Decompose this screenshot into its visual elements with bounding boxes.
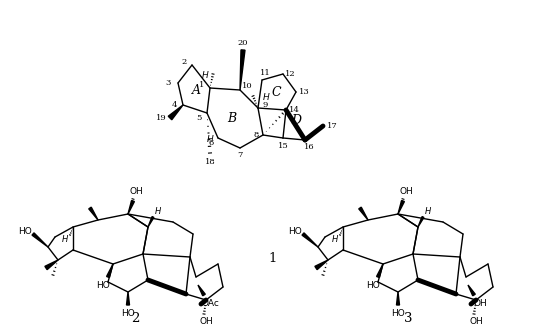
Polygon shape (240, 50, 245, 90)
Polygon shape (106, 264, 113, 278)
Text: OH: OH (199, 318, 213, 324)
Polygon shape (359, 207, 368, 220)
Text: 8: 8 (253, 131, 259, 139)
Polygon shape (45, 260, 58, 270)
Text: 2: 2 (181, 58, 187, 66)
Text: B: B (228, 111, 236, 124)
Text: HO: HO (288, 227, 302, 237)
Text: 3: 3 (403, 311, 412, 324)
Polygon shape (377, 264, 383, 278)
Polygon shape (396, 292, 400, 305)
Polygon shape (468, 285, 475, 296)
Text: OH: OH (473, 298, 487, 307)
Polygon shape (418, 216, 424, 227)
Text: 18: 18 (205, 158, 215, 166)
Text: 10: 10 (242, 82, 252, 90)
Text: H: H (206, 135, 213, 145)
Text: HO: HO (96, 281, 110, 290)
Text: HO: HO (18, 227, 32, 237)
Polygon shape (302, 233, 318, 247)
Text: D: D (291, 113, 301, 126)
Text: 9: 9 (262, 101, 268, 109)
Text: H: H (425, 207, 431, 216)
Text: H: H (155, 207, 161, 216)
Polygon shape (198, 285, 205, 296)
Polygon shape (315, 260, 328, 270)
Text: 14: 14 (289, 106, 299, 114)
Polygon shape (398, 201, 405, 214)
Text: 16: 16 (304, 143, 314, 151)
Text: 7: 7 (238, 151, 242, 159)
Polygon shape (127, 292, 129, 305)
Text: HO: HO (121, 308, 135, 318)
Text: 19: 19 (156, 114, 167, 122)
Text: OH: OH (399, 188, 413, 196)
Text: 2: 2 (131, 311, 139, 324)
Text: H: H (263, 94, 269, 102)
Text: H: H (62, 236, 68, 245)
Text: HO: HO (391, 308, 405, 318)
Text: 5: 5 (197, 114, 201, 122)
Polygon shape (32, 233, 48, 247)
Polygon shape (89, 207, 98, 220)
Text: 1: 1 (269, 251, 277, 264)
Text: 1: 1 (199, 81, 205, 89)
Text: HO: HO (366, 281, 380, 290)
Text: C: C (271, 86, 281, 98)
Text: 12: 12 (284, 70, 295, 78)
Text: 20: 20 (238, 39, 248, 47)
Text: 3: 3 (165, 79, 171, 87)
Polygon shape (148, 216, 154, 227)
Text: 15: 15 (277, 142, 288, 150)
Text: OAc: OAc (201, 298, 219, 307)
Text: OH: OH (469, 318, 483, 324)
Text: 6: 6 (209, 139, 213, 147)
Text: 4: 4 (171, 101, 177, 109)
Text: 17: 17 (327, 122, 337, 130)
Polygon shape (168, 105, 183, 120)
Text: H: H (201, 72, 209, 80)
Text: 13: 13 (299, 88, 310, 96)
Text: A: A (192, 84, 200, 97)
Text: OH: OH (129, 188, 143, 196)
Text: 11: 11 (260, 69, 270, 77)
Polygon shape (128, 201, 134, 214)
Text: H: H (332, 236, 338, 245)
